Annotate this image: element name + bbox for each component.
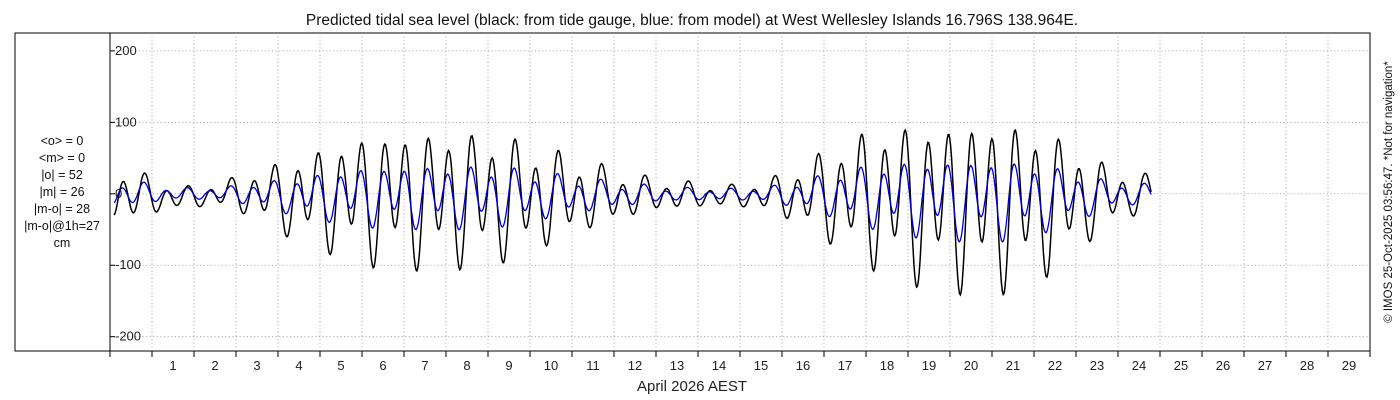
x-tick-label: 16 <box>796 358 810 373</box>
stat-line: |m-o|@1h=27 <box>24 219 100 233</box>
series-layer <box>113 128 1152 297</box>
x-tick-label: 28 <box>1300 358 1314 373</box>
x-tick-label: 14 <box>712 358 726 373</box>
stat-line: <o> = 0 <box>41 134 84 148</box>
series-line-gauge <box>113 128 1152 297</box>
stat-line: |m-o| = 28 <box>34 202 90 216</box>
outer-frame <box>14 32 1371 352</box>
stat-line: <m> = 0 <box>39 151 85 165</box>
x-tick-label: 5 <box>337 358 344 373</box>
y-tick-label: 200 <box>115 43 137 58</box>
x-tick-label: 6 <box>379 358 386 373</box>
x-tick-label: 19 <box>922 358 936 373</box>
x-tick-label: 15 <box>754 358 768 373</box>
x-tick-label: 26 <box>1216 358 1230 373</box>
copyright-note: © IMOS 25-Oct-2025 03:56:47. *Not for na… <box>1383 61 1395 323</box>
x-tick-label: 7 <box>421 358 428 373</box>
x-tick-label: 18 <box>880 358 894 373</box>
grid-lines <box>110 33 1370 351</box>
x-tick-label: 10 <box>544 358 558 373</box>
x-tick-label: 29 <box>1342 358 1356 373</box>
stats-panel: <o> = 0 <m> = 0 |o| = 52 |m| = 26 |m-o| = 28… <box>24 134 100 250</box>
x-axis-label: April 2026 AEST <box>637 378 747 395</box>
y-tick-label: -100 <box>115 257 141 272</box>
stat-line: |m| = 26 <box>39 185 84 199</box>
stat-line: |o| = 52 <box>41 168 83 182</box>
x-tick-label: 8 <box>463 358 470 373</box>
x-tick-label: 27 <box>1258 358 1272 373</box>
chart-title: Predicted tidal sea level (black: from t… <box>306 12 1078 29</box>
x-tick-label: 25 <box>1174 358 1188 373</box>
x-axis: 1 2 3 4 5 6 7 8 9 10 11 12 13 14 15 16 17 18 19 20 21 22 23 24 2… <box>109 351 1371 373</box>
x-tick-label: 1 <box>169 358 176 373</box>
x-tick-label: 4 <box>295 358 302 373</box>
x-tick-label: 21 <box>1006 358 1020 373</box>
x-tick-label: 11 <box>586 358 600 373</box>
x-tick-label: 3 <box>253 358 260 373</box>
stat-line: cm <box>54 236 71 250</box>
y-tick-label: 100 <box>115 114 137 129</box>
series-line-model <box>113 163 1152 243</box>
x-tick-label: 23 <box>1090 358 1104 373</box>
x-tick-label: 24 <box>1132 358 1146 373</box>
x-tick-label: 17 <box>838 358 852 373</box>
y-tick-label: -200 <box>115 329 141 344</box>
x-tick-label: 2 <box>211 358 218 373</box>
x-tick-label: 20 <box>964 358 978 373</box>
x-tick-label: 12 <box>628 358 642 373</box>
x-tick-label: 22 <box>1048 358 1062 373</box>
x-tick-label: 13 <box>670 358 684 373</box>
x-tick-label: 9 <box>505 358 512 373</box>
